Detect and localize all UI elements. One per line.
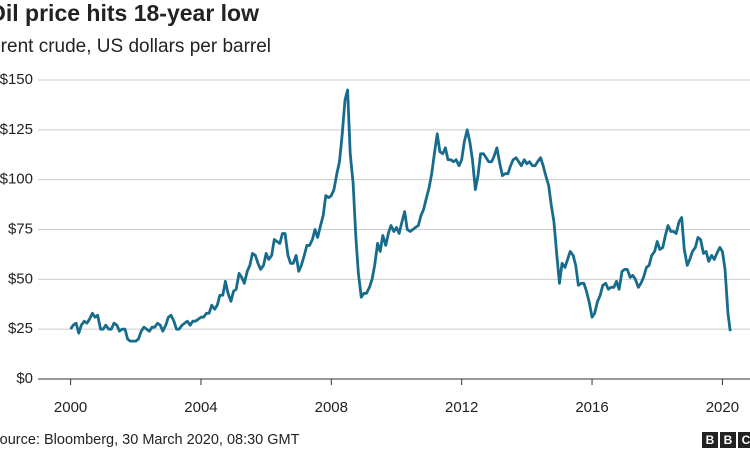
y-tick-label: $0 (16, 370, 33, 387)
y-tick-label: $50 (8, 270, 33, 287)
y-tick-label: $75 (8, 220, 33, 237)
y-tick-label: $25 (8, 320, 33, 337)
y-tick-label: $100 (0, 171, 33, 188)
chart-title: Oil price hits 18-year low (0, 0, 259, 26)
x-tick-label: 2000 (54, 399, 87, 416)
price-line (69, 88, 732, 343)
source: Source: Bloomberg, 30 March 2020, 08:30 … (0, 432, 300, 448)
logo-letter: C (742, 433, 750, 447)
y-tick-label: $125 (0, 121, 33, 138)
x-tick-label: 2016 (575, 399, 608, 416)
logo-box (720, 432, 736, 448)
y-tick-label: $150 (0, 71, 33, 88)
chart-subtitle: Brent crude, US dollars per barrel (0, 36, 271, 57)
x-tick-label: 2008 (315, 399, 348, 416)
logo-box (702, 432, 718, 448)
logo-box (738, 432, 750, 448)
x-tick-label: 2004 (184, 399, 217, 416)
x-tick-label: 2020 (706, 399, 739, 416)
logo-letter: B (706, 433, 715, 447)
x-tick-label: 2012 (445, 399, 478, 416)
logo-letter: B (724, 433, 733, 447)
